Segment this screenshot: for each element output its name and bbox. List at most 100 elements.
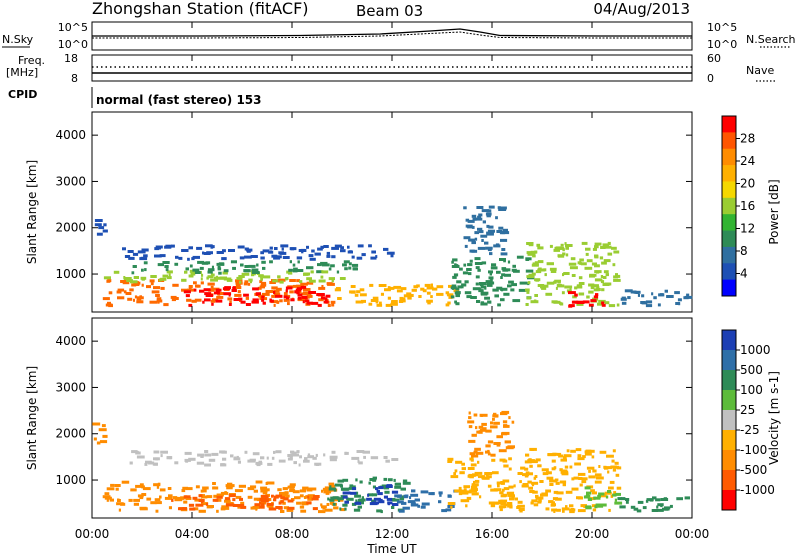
range-cell bbox=[399, 497, 405, 501]
range-cell bbox=[579, 258, 584, 262]
range-cell bbox=[457, 285, 463, 289]
range-cell bbox=[129, 461, 133, 465]
range-cell bbox=[546, 476, 554, 480]
range-cell bbox=[103, 276, 111, 280]
range-cell bbox=[525, 471, 530, 475]
range-cell bbox=[235, 283, 241, 287]
range-cell bbox=[466, 268, 472, 271]
range-cell bbox=[370, 256, 377, 260]
range-cell bbox=[354, 293, 359, 297]
range-cell bbox=[478, 230, 484, 234]
range-cell bbox=[525, 453, 530, 457]
range-cell bbox=[251, 271, 260, 274]
range-cell bbox=[579, 483, 583, 487]
range-cell bbox=[356, 290, 361, 294]
range-cell bbox=[129, 288, 134, 292]
range-cell bbox=[222, 457, 227, 461]
range-cell bbox=[185, 487, 193, 491]
range-cell bbox=[204, 453, 212, 457]
range-cell bbox=[482, 220, 486, 224]
range-cell bbox=[542, 472, 549, 476]
range-cell bbox=[315, 463, 320, 466]
range-cell bbox=[473, 480, 476, 484]
range-cell bbox=[467, 467, 475, 470]
range-cell bbox=[468, 411, 471, 415]
range-cell bbox=[549, 479, 558, 483]
range-cell bbox=[260, 456, 265, 460]
range-cell bbox=[591, 262, 597, 266]
range-cell bbox=[317, 247, 323, 251]
range-cell bbox=[240, 300, 246, 304]
range-cell bbox=[106, 498, 109, 502]
range-cell bbox=[492, 417, 495, 421]
range-cell bbox=[215, 299, 223, 303]
range-cell bbox=[534, 278, 541, 282]
range-cell bbox=[194, 271, 201, 274]
range-cell bbox=[229, 300, 232, 304]
range-cell bbox=[153, 450, 160, 454]
range-cell bbox=[378, 500, 385, 504]
range-cell bbox=[589, 274, 595, 278]
range-cell bbox=[348, 486, 354, 490]
range-cell bbox=[329, 455, 338, 459]
colorbar-swatch bbox=[722, 370, 736, 391]
range-cell bbox=[454, 469, 458, 473]
range-cell bbox=[213, 494, 220, 498]
range-cell bbox=[464, 280, 469, 284]
range-cell bbox=[463, 488, 467, 492]
range-cell bbox=[572, 295, 577, 299]
range-cell bbox=[279, 492, 285, 495]
range-cell bbox=[651, 509, 658, 512]
range-cell bbox=[486, 231, 494, 235]
range-cell bbox=[306, 281, 314, 285]
colorbar-swatch bbox=[722, 263, 736, 281]
range-cell bbox=[342, 478, 349, 482]
range-cell bbox=[232, 266, 236, 270]
range-cell bbox=[275, 494, 283, 498]
range-cell bbox=[259, 505, 265, 509]
range-cell bbox=[571, 274, 576, 277]
range-cell bbox=[223, 269, 229, 273]
range-cell bbox=[453, 289, 460, 293]
range-cell bbox=[474, 237, 478, 241]
range-cell bbox=[303, 291, 310, 295]
range-cell bbox=[165, 268, 169, 272]
range-cell bbox=[461, 491, 469, 495]
freq-label: Freq. bbox=[18, 54, 45, 67]
range-cell bbox=[290, 450, 295, 454]
range-cell bbox=[240, 263, 244, 267]
station-title: Zhongshan Station (fitACF) bbox=[92, 0, 309, 18]
range-cell bbox=[548, 471, 552, 475]
nsky-line bbox=[92, 28, 692, 37]
range-cell bbox=[503, 505, 507, 509]
range-cell bbox=[617, 497, 622, 501]
range-cell bbox=[216, 251, 224, 254]
range-cell bbox=[286, 508, 290, 512]
range-cell bbox=[269, 246, 273, 250]
range-cell bbox=[514, 497, 518, 501]
range-cell bbox=[290, 298, 295, 302]
range-cell bbox=[348, 266, 352, 270]
range-cell bbox=[162, 274, 168, 278]
range-cell bbox=[524, 467, 529, 471]
range-cell bbox=[508, 457, 512, 461]
range-cell bbox=[469, 452, 476, 456]
range-cell bbox=[200, 281, 204, 285]
range-cell bbox=[493, 244, 501, 248]
range-cell bbox=[575, 448, 582, 452]
range-cell bbox=[540, 493, 548, 497]
range-cell bbox=[99, 440, 108, 444]
range-cell bbox=[306, 294, 313, 298]
range-cell bbox=[600, 246, 606, 249]
range-cell bbox=[188, 303, 193, 307]
range-cell bbox=[577, 301, 585, 304]
range-cell bbox=[187, 288, 195, 292]
range-cell bbox=[313, 495, 320, 498]
range-cell bbox=[649, 498, 654, 502]
range-cell bbox=[283, 292, 288, 296]
range-cell bbox=[355, 491, 359, 495]
range-cell bbox=[260, 283, 267, 287]
range-cell bbox=[394, 485, 402, 489]
range-cell bbox=[230, 454, 234, 458]
power-colorbar: 28 24 20 16 12 8 4 bbox=[721, 115, 755, 297]
